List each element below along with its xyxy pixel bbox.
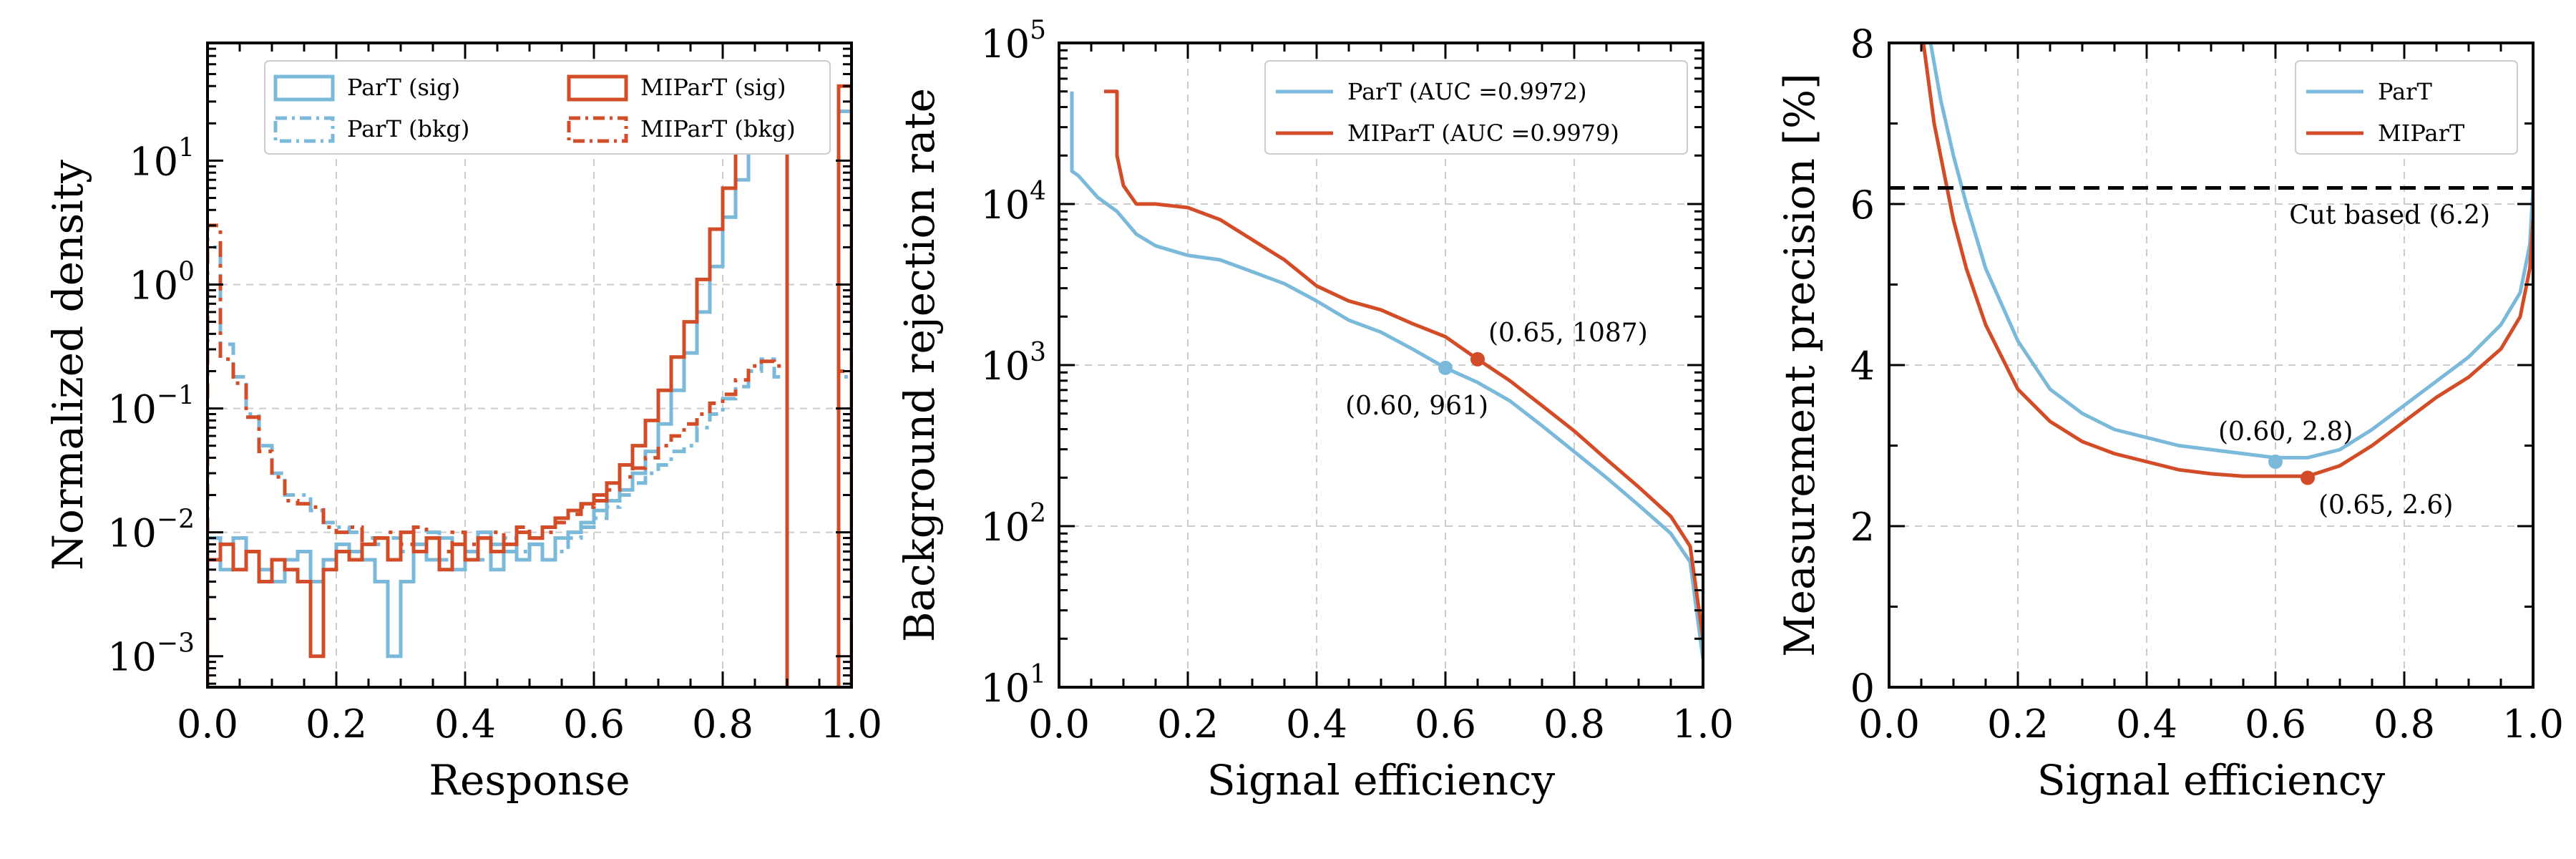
legend: ParT (sig) ParT (bkg) MIParT (sig) MIParT (… bbox=[264, 60, 831, 155]
x-tick-label: 1.0 bbox=[821, 702, 882, 747]
x-tick-label: 0.2 bbox=[1157, 702, 1219, 747]
legend-label: MIParT bbox=[2378, 120, 2465, 147]
plot-area bbox=[1070, 89, 1703, 659]
legend-label: MIParT (bkg) bbox=[640, 115, 796, 142]
plot-area bbox=[1921, 43, 2533, 478]
y-tick-label: 101 bbox=[980, 660, 1046, 711]
legend: ParT (AUC =0.9972) MIParT (AUC =0.9979) bbox=[1264, 60, 1688, 155]
legend-swatch bbox=[567, 74, 628, 102]
point-annotation: (0.60, 961) bbox=[1345, 392, 1488, 421]
x-tick-label: 1.0 bbox=[2502, 702, 2564, 747]
x-axis-label: Signal efficiency bbox=[1207, 756, 1556, 805]
x-tick-label: 0.4 bbox=[1286, 702, 1347, 747]
legend-label: MIParT (AUC =0.9979) bbox=[1347, 120, 1619, 147]
legend-label: ParT (bkg) bbox=[347, 115, 469, 142]
x-axis-label: Response bbox=[429, 756, 630, 805]
legend-swatch bbox=[273, 74, 335, 102]
panel-response-histogram: 0.0 0.2 0.4 0.6 0.8 1.0 10−3 10−2 10−1 100 101 Resp… bbox=[44, 42, 882, 805]
y-tick-label: 103 bbox=[980, 338, 1046, 389]
legend-swatch bbox=[273, 116, 335, 143]
y-tick-label: 6 bbox=[1850, 183, 1875, 228]
series-part-bkg- bbox=[208, 245, 852, 687]
x-axis-label: Signal efficiency bbox=[2037, 756, 2386, 805]
marker-point bbox=[1438, 360, 1453, 375]
legend-swatch bbox=[567, 116, 628, 143]
y-tick-label: 0 bbox=[1850, 666, 1875, 711]
x-tick-label: 0.0 bbox=[1028, 702, 1090, 747]
legend-label: MIParT (sig) bbox=[640, 74, 786, 101]
x-tick-label: 0.8 bbox=[692, 702, 753, 747]
x-tick-label: 0.0 bbox=[1858, 702, 1920, 747]
y-axis-label: Normalized density bbox=[44, 160, 92, 571]
x-tick-label: 1.0 bbox=[1672, 702, 1734, 747]
point-annotation: (0.65, 2.6) bbox=[2318, 491, 2453, 520]
x-tick-label: 0.4 bbox=[2116, 702, 2177, 747]
x-tick-label: 0.0 bbox=[177, 702, 238, 747]
x-tick-label: 0.4 bbox=[434, 702, 496, 747]
x-tick-label: 0.6 bbox=[2245, 702, 2306, 747]
series-part bbox=[1928, 43, 2533, 460]
x-tick-label: 0.6 bbox=[1415, 702, 1476, 747]
y-tick-label: 2 bbox=[1850, 505, 1875, 550]
legend: ParT MIParT bbox=[2295, 60, 2518, 155]
y-tick-label: 105 bbox=[980, 16, 1046, 67]
series-mipart bbox=[1104, 89, 1703, 639]
y-axis-label: Background rejection rate bbox=[895, 88, 944, 642]
series-mipart bbox=[1921, 43, 2533, 478]
series-mipart-bkg- bbox=[208, 223, 852, 687]
plot-area bbox=[208, 62, 852, 687]
x-tick-label: 0.8 bbox=[2373, 702, 2435, 747]
x-tick-label: 0.2 bbox=[1987, 702, 2049, 747]
panel-measurement-precision: Cut based (6.2) (0.60, 2.8) (0.65, 2.6) 0.0… bbox=[1775, 21, 2564, 805]
x-tick-label: 0.2 bbox=[306, 702, 367, 747]
y-axis-label: Measurement precision [%] bbox=[1775, 73, 1824, 656]
marker-point bbox=[2301, 470, 2315, 485]
legend-label: ParT bbox=[2378, 78, 2432, 105]
series-part bbox=[1070, 91, 1703, 659]
x-tick-label: 0.6 bbox=[563, 702, 625, 747]
legend-label: ParT (AUC =0.9972) bbox=[1347, 78, 1586, 105]
y-tick-label: 102 bbox=[980, 499, 1046, 550]
series-part-sig- bbox=[208, 62, 852, 687]
x-tick-label: 0.8 bbox=[1543, 702, 1605, 747]
y-tick-label: 100 bbox=[129, 258, 195, 309]
cut-based-label: Cut based (6.2) bbox=[2289, 201, 2490, 230]
y-tick-label: 10−1 bbox=[107, 382, 195, 432]
series-mipart-sig- bbox=[208, 77, 852, 687]
y-tick-label: 10−2 bbox=[107, 505, 195, 556]
marker-point bbox=[1470, 351, 1485, 367]
y-tick-label: 8 bbox=[1850, 21, 1875, 67]
y-tick-label: 4 bbox=[1850, 344, 1875, 389]
y-tick-label: 10−3 bbox=[107, 629, 195, 680]
point-annotation: (0.65, 1087) bbox=[1488, 319, 1648, 348]
point-annotation: (0.60, 2.8) bbox=[2218, 417, 2353, 447]
y-tick-label: 101 bbox=[129, 133, 195, 184]
panel-background-rejection: (0.60, 961) (0.65, 1087) 0.0 0.2 0.4 0.6 0.8 1.… bbox=[895, 16, 1734, 805]
marker-point bbox=[2268, 455, 2283, 469]
legend-label: ParT (sig) bbox=[347, 74, 460, 101]
y-tick-label: 104 bbox=[980, 177, 1046, 228]
